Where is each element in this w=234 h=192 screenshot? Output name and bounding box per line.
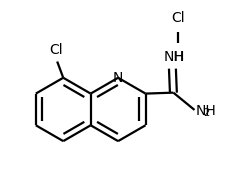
Text: H: H bbox=[173, 50, 184, 64]
Text: NH: NH bbox=[164, 50, 185, 65]
Text: 2: 2 bbox=[203, 108, 210, 118]
Text: N: N bbox=[113, 71, 123, 85]
Text: Cl: Cl bbox=[49, 43, 63, 57]
Text: Cl: Cl bbox=[172, 11, 185, 25]
Text: NH: NH bbox=[195, 104, 216, 118]
